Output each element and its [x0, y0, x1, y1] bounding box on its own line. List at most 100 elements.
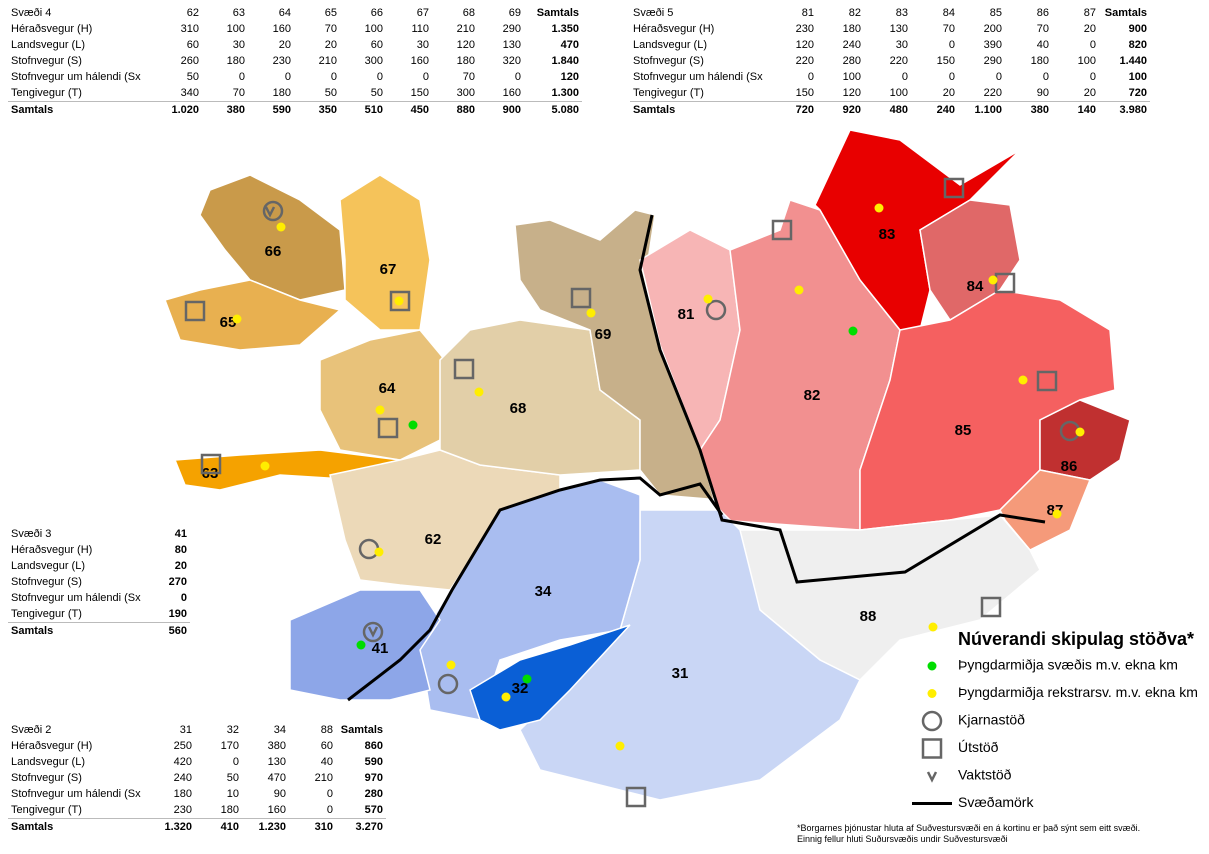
table-row: Samtals 560 — [8, 622, 190, 639]
table-cell: 240 — [911, 101, 958, 118]
legend-label: Þyngdarmiðja svæðis m.v. ekna km — [958, 657, 1178, 673]
table-cell: 100 — [889, 87, 908, 99]
table-cell: Svæði 4 — [11, 7, 52, 19]
table-cell: 3.980 — [1099, 101, 1150, 118]
table-row: Stofnvegur (S) 270 — [8, 574, 190, 590]
kjarnastod-icon — [362, 621, 384, 643]
table-cell: 300 — [456, 87, 475, 99]
yellow-dot — [928, 622, 938, 632]
region-label: 64 — [379, 380, 396, 397]
table-cell: 340 — [180, 87, 199, 99]
table-cell: Landsvegur (L) — [11, 560, 85, 572]
yellow-dot — [1018, 375, 1028, 385]
table-cell: 880 — [432, 101, 478, 118]
table-cell: 470 — [267, 772, 286, 784]
table-cell: 230 — [173, 804, 192, 816]
table-cell: 40 — [320, 756, 333, 768]
table-cell: Héraðsvegur (H) — [11, 544, 93, 556]
table-cell: 860 — [364, 740, 383, 752]
table-row: Stofnvegur um hálendi (Sx 0 100 0 0 0 0 0 100 — [630, 69, 1150, 85]
table-cell: 50 — [370, 87, 383, 99]
table-cell: 220 — [795, 55, 814, 67]
table-row: Héraðsvegur (H) 230 180 130 70 200 70 20 900 — [630, 21, 1150, 37]
table-cell: 210 — [318, 55, 337, 67]
regions — [164, 129, 1131, 801]
table-cell: Landsvegur (L) — [11, 39, 85, 51]
table-cell: 20 — [174, 560, 187, 572]
table-cell: Tengivegur (T) — [633, 87, 704, 99]
boundary-line — [638, 214, 1046, 584]
table-cell: 1.350 — [551, 23, 579, 35]
table-row: Svæði 5 81 82 83 84 85 86 87 Samtals — [630, 5, 1150, 21]
table-cell: 210 — [314, 772, 333, 784]
green-dot — [408, 420, 418, 430]
green-dot — [356, 640, 366, 650]
utstod-icon — [943, 177, 965, 199]
table-cell: 90 — [1036, 87, 1049, 99]
table-cell: Svæði 5 — [633, 7, 674, 19]
table-cell: 480 — [864, 101, 911, 118]
table-cell: 300 — [364, 55, 383, 67]
table-cell: 270 — [168, 576, 187, 588]
yellow-dot — [260, 461, 270, 471]
table-cell: 66 — [370, 7, 383, 19]
table-cell: 180 — [1030, 55, 1049, 67]
table-cell: 60 — [320, 740, 333, 752]
region-label: 34 — [535, 583, 552, 600]
table-cell: 100 — [226, 23, 245, 35]
region-label: 31 — [672, 665, 689, 682]
table-cell: 0 — [238, 71, 245, 83]
kjarnastod-icon — [921, 710, 943, 732]
legend-label: Útstöð — [958, 739, 999, 755]
table-cell: 0 — [807, 71, 814, 83]
table-cell: Landsvegur (L) — [11, 756, 85, 768]
vaktstod-icon — [367, 626, 379, 638]
utstod-icon — [625, 786, 647, 808]
table-cell: 250 — [173, 740, 192, 752]
table-cell: 82 — [848, 7, 861, 19]
table-cell: 20 — [942, 87, 955, 99]
legend-label: Svæðamörk — [958, 794, 1034, 810]
table-cell: 0 — [330, 71, 337, 83]
table-row: Héraðsvegur (H) 80 — [8, 542, 190, 558]
table-cell: 87 — [1083, 7, 1096, 19]
table-cell: 31 — [179, 724, 192, 736]
yellow-dot — [276, 222, 286, 232]
yellow-dot — [988, 275, 998, 285]
region-label: 65 — [220, 314, 237, 331]
green-dot — [522, 674, 532, 684]
table-cell: 50 — [186, 71, 199, 83]
table-cell: Stofnvegur um hálendi (Sx — [11, 592, 141, 604]
table-cell: 85 — [989, 7, 1002, 19]
region-shape — [199, 174, 346, 301]
table-cell: Héraðsvegur (H) — [11, 23, 93, 35]
utstod-icon — [980, 596, 1002, 618]
table-cell: 60 — [186, 39, 199, 51]
region-shape — [469, 624, 631, 731]
yellow-dot — [474, 387, 484, 397]
yellow-dot — [501, 692, 511, 702]
table-cell: 160 — [410, 55, 429, 67]
table-cell: 0 — [422, 71, 429, 83]
table-cell: 3.270 — [336, 818, 386, 835]
table-cell: 160 — [502, 87, 521, 99]
table-cell: 390 — [983, 39, 1002, 51]
table-cell: 90 — [273, 788, 286, 800]
table-cell: 0 — [1042, 71, 1049, 83]
table-row: Stofnvegur (S) 240 50 470 210 970 — [8, 770, 386, 786]
table-cell: 84 — [942, 7, 955, 19]
table-row: Samtals 1.020 380 590 350 510 450 880 900 5.080 — [8, 101, 582, 118]
region-label: 69 — [595, 326, 612, 343]
table-cell: 720 — [770, 101, 817, 118]
table-cell: 30 — [895, 39, 908, 51]
table-cell: 50 — [324, 87, 337, 99]
green-dot — [848, 326, 858, 336]
table-cell: 81 — [801, 7, 814, 19]
table-cell: Tengivegur (T) — [11, 608, 82, 620]
table-cell: 83 — [895, 7, 908, 19]
yellow-dot — [703, 294, 713, 304]
table-cell: 470 — [560, 39, 579, 51]
table-cell: Stofnvegur um hálendi (Sx — [11, 71, 141, 83]
table-cell: 50 — [226, 772, 239, 784]
